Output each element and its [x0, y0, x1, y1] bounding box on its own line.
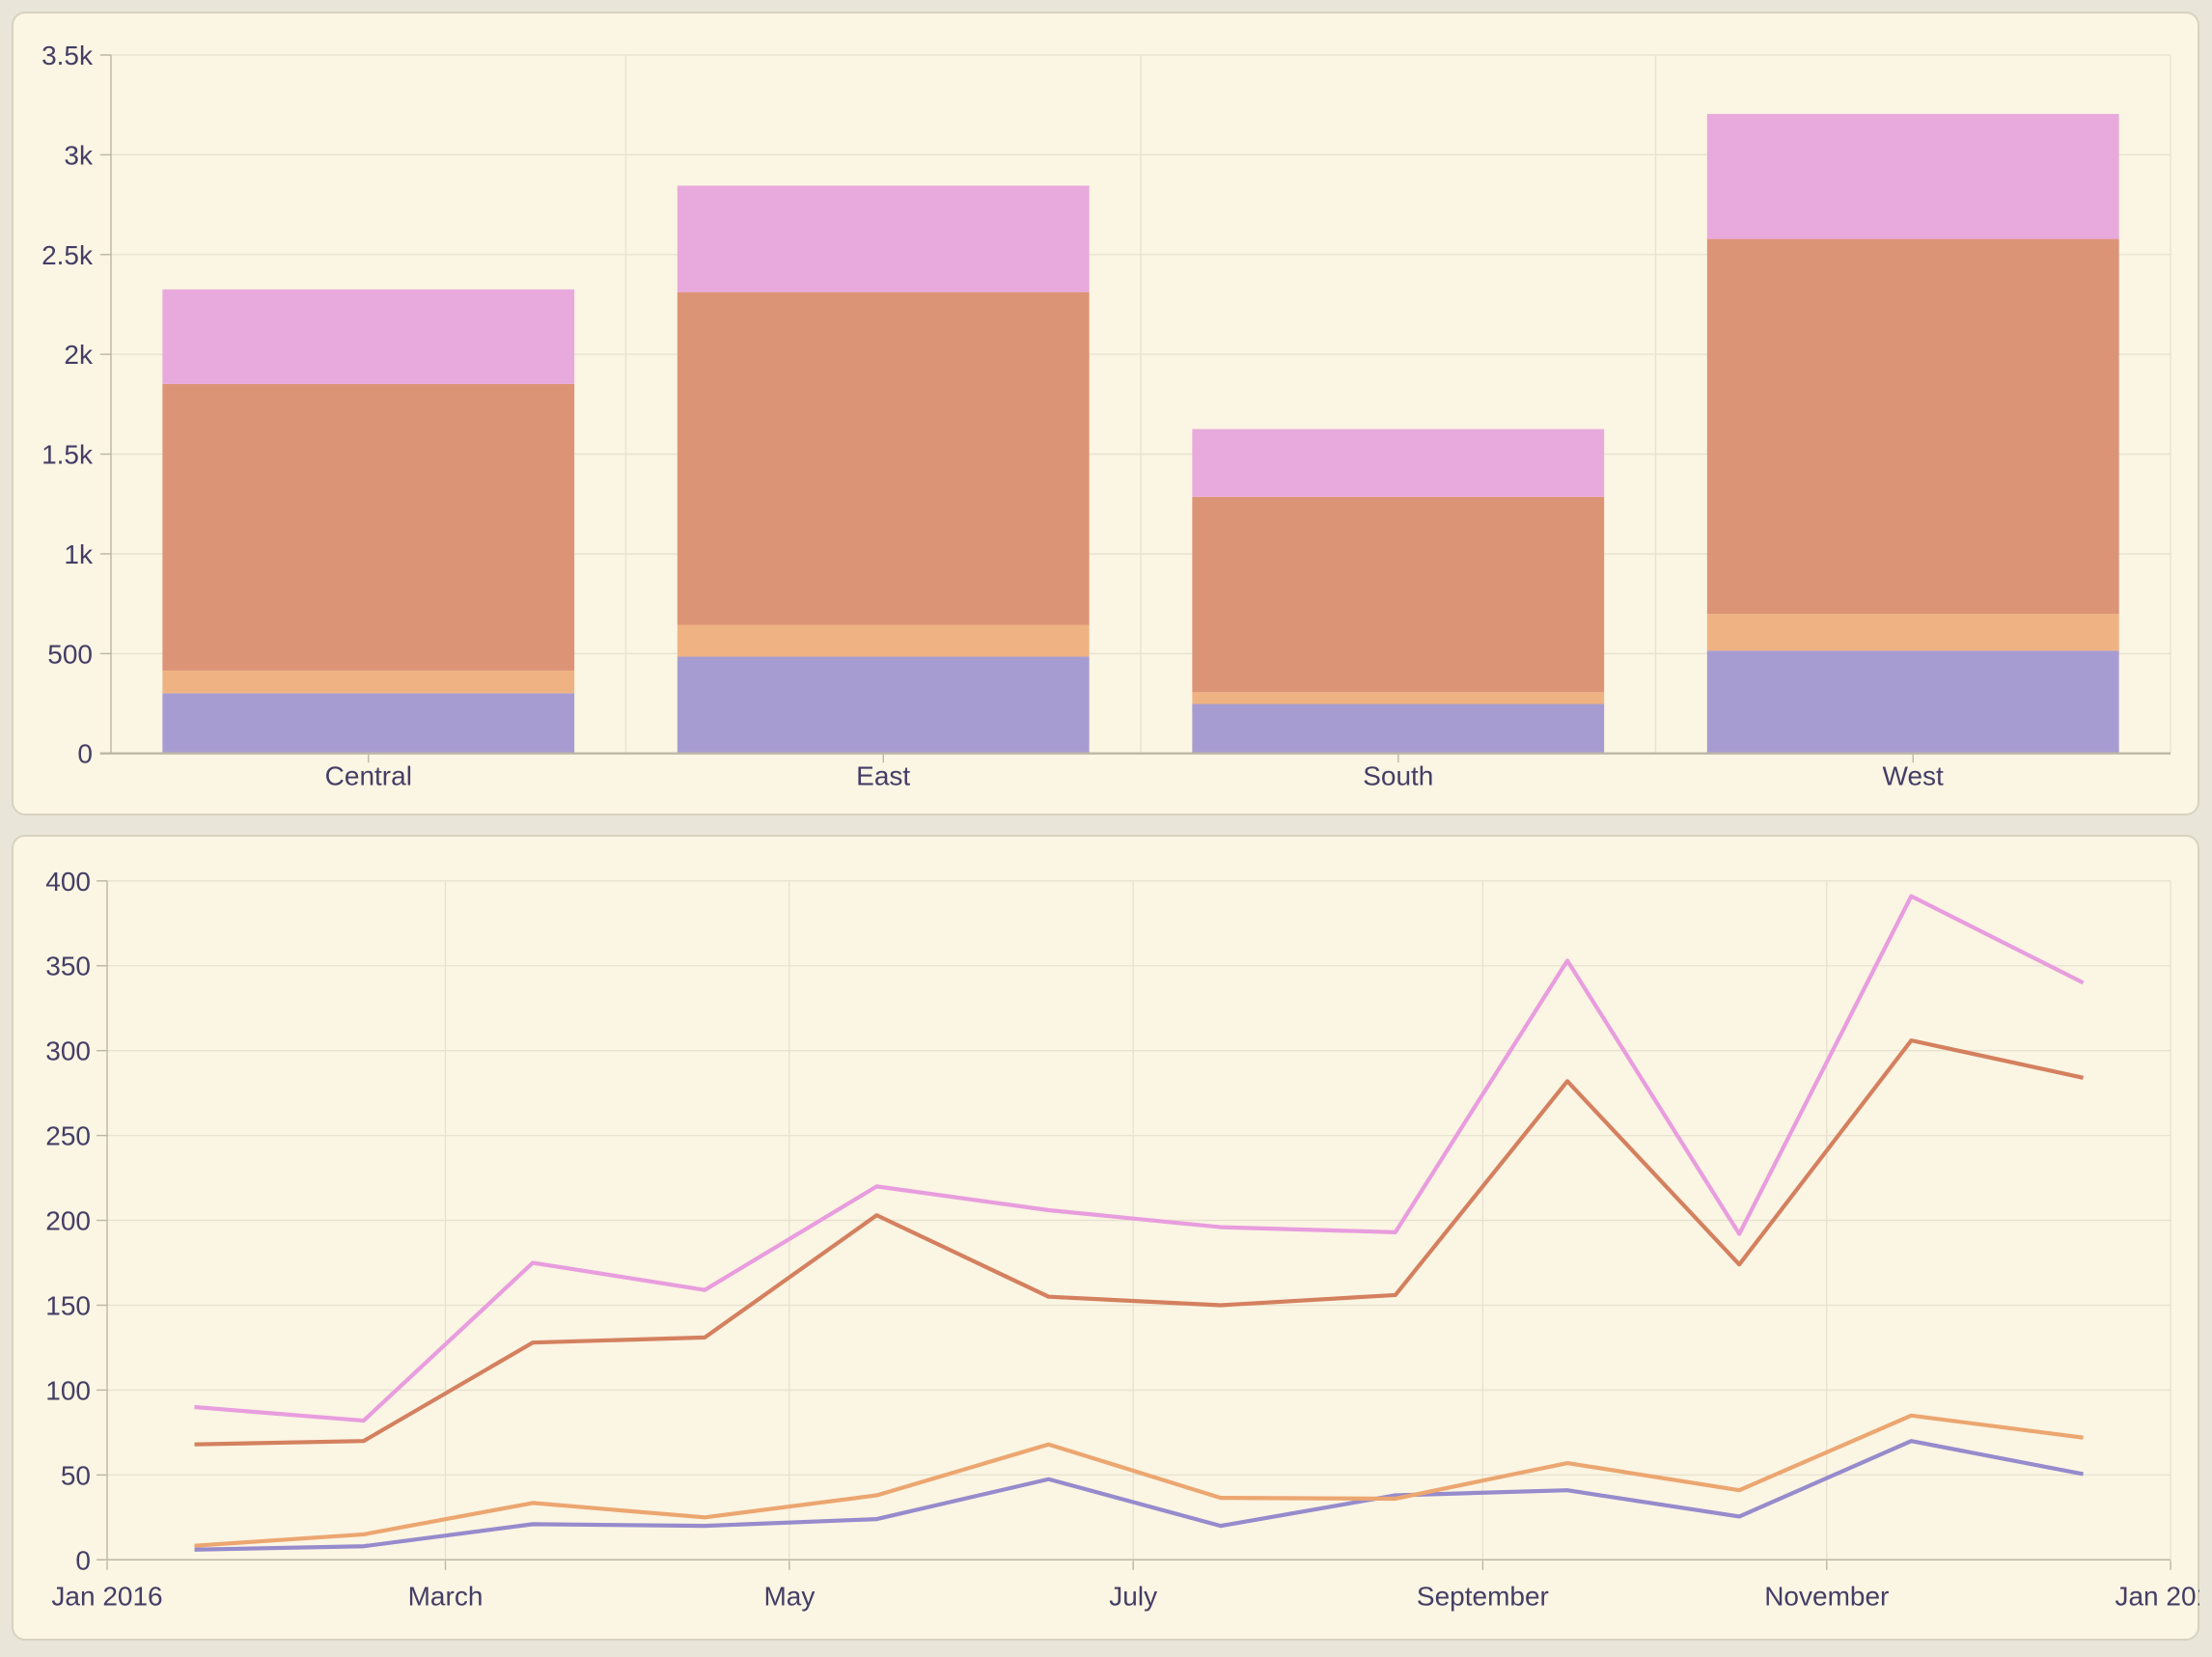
svg-text:March: March [408, 1582, 484, 1612]
svg-text:2.5k: 2.5k [41, 240, 94, 270]
svg-text:0: 0 [77, 739, 93, 769]
svg-text:200: 200 [45, 1206, 91, 1236]
svg-text:September: September [1417, 1582, 1549, 1612]
svg-text:East: East [856, 761, 910, 791]
svg-text:May: May [763, 1582, 815, 1612]
svg-text:3k: 3k [64, 140, 94, 170]
svg-text:Jan 2016: Jan 2016 [51, 1582, 162, 1612]
svg-text:July: July [1109, 1582, 1157, 1612]
svg-text:500: 500 [47, 639, 93, 669]
svg-text:350: 350 [45, 952, 91, 981]
svg-text:November: November [1764, 1582, 1889, 1612]
svg-text:South: South [1363, 761, 1433, 791]
svg-text:400: 400 [45, 867, 91, 897]
svg-text:300: 300 [45, 1036, 91, 1066]
svg-text:1k: 1k [64, 539, 94, 569]
svg-text:150: 150 [45, 1291, 91, 1321]
svg-text:100: 100 [45, 1375, 91, 1405]
svg-text:2k: 2k [64, 340, 94, 370]
svg-text:0: 0 [75, 1545, 91, 1575]
svg-text:1.5k: 1.5k [41, 440, 94, 470]
svg-text:West: West [1883, 761, 1944, 791]
svg-text:Central: Central [325, 761, 412, 791]
svg-text:3.5k: 3.5k [41, 41, 94, 70]
svg-text:250: 250 [45, 1121, 91, 1151]
svg-text:50: 50 [61, 1460, 91, 1490]
svg-text:Jan 2017: Jan 2017 [2115, 1582, 2212, 1612]
